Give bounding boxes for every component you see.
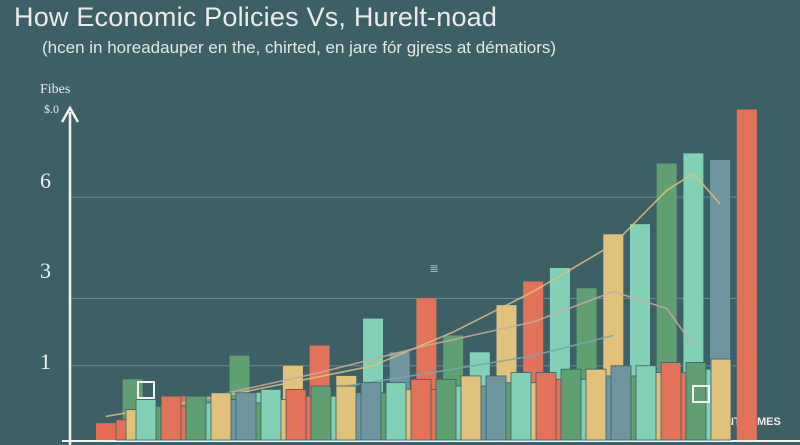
y-axis-arrow [60,105,80,123]
bar [385,382,407,441]
y-axis-top-tick: $.0 [44,102,59,116]
y-tick-label-6: 6 [40,168,51,193]
bar [185,395,207,441]
bar [360,382,382,441]
bar [710,358,732,441]
trend-line-2 [346,334,614,387]
bar [585,368,607,441]
bar [135,399,157,441]
frame-icon-right [692,385,710,403]
bar [610,365,632,441]
y-tick-label-1: 1 [40,349,51,374]
bar [510,372,532,441]
bar [285,389,307,441]
bar [485,375,507,441]
bar [210,392,232,441]
bar [660,362,682,441]
bar [335,385,357,441]
bar [435,378,457,441]
bar [410,378,432,441]
bar [560,368,582,441]
bar [96,423,116,440]
bar [260,389,282,441]
bar-annotation: |||| [430,265,437,273]
frame-icon-left [137,381,155,399]
bar [160,395,182,441]
bar [310,385,332,441]
chart-title: How Economic Policies Vs, Hurelt-noad [14,2,498,32]
y-axis-label: Fibes [40,82,71,97]
bar [736,109,757,440]
bar [535,372,557,441]
y-tick-label-3: 3 [40,258,51,283]
chart-subtitle: (hcen in horeadauper en the, chirted, en… [42,38,557,57]
bar [235,392,257,441]
trend-line-1 [212,290,695,397]
bar [635,365,657,441]
trend-line-0 [105,172,721,418]
bar [460,375,482,441]
